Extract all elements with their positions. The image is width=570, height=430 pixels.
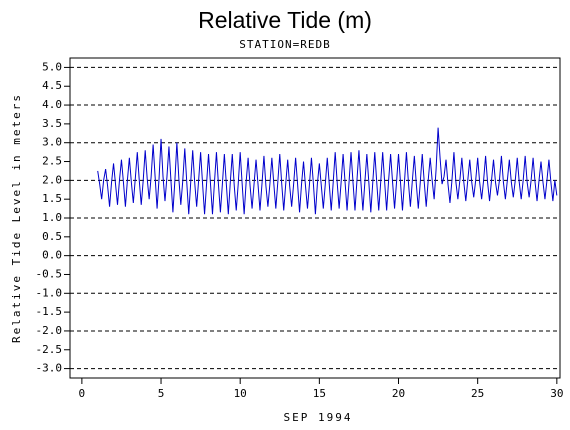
x-tick-label: 25: [471, 387, 484, 400]
y-tick-label: -2.0: [36, 324, 63, 337]
y-tick-label: 3.0: [42, 136, 62, 149]
y-tick-label: 4.5: [42, 79, 62, 92]
chart-subtitle: STATION=REDB: [239, 38, 330, 51]
y-tick-label: 2.0: [42, 173, 62, 186]
grid: [70, 66, 560, 370]
y-tick-label: 1.0: [42, 211, 62, 224]
y-tick-label: 2.5: [42, 155, 62, 168]
y-tick-label: -3.0: [36, 362, 63, 375]
x-tick-label: 5: [158, 387, 165, 400]
x-tick-label: 30: [550, 387, 563, 400]
x-tick-label: 10: [234, 387, 247, 400]
x-axis-label: SEP 1994: [284, 411, 353, 424]
chart-title: Relative Tide (m): [198, 7, 372, 33]
x-tick-label: 15: [313, 387, 326, 400]
y-tick-label: 0.0: [42, 249, 62, 262]
y-tick-label: 1.5: [42, 192, 62, 205]
y-tick-label: 4.0: [42, 98, 62, 111]
y-tick-label: 0.5: [42, 230, 62, 243]
plot: [97, 127, 558, 215]
y-tick-label: -1.0: [36, 286, 63, 299]
tide-line: [97, 127, 558, 215]
y-tick-label: 5.0: [42, 60, 62, 73]
x-tick-label: 20: [392, 387, 405, 400]
y-tick-label: 3.5: [42, 117, 62, 130]
x-tick-label: 0: [79, 387, 86, 400]
y-tick-label: -1.5: [36, 305, 63, 318]
y-tick-label: -0.5: [36, 267, 63, 280]
y-tick-label: -2.5: [36, 343, 63, 356]
y-axis-label: Relative Tide Level in meters: [10, 93, 23, 343]
